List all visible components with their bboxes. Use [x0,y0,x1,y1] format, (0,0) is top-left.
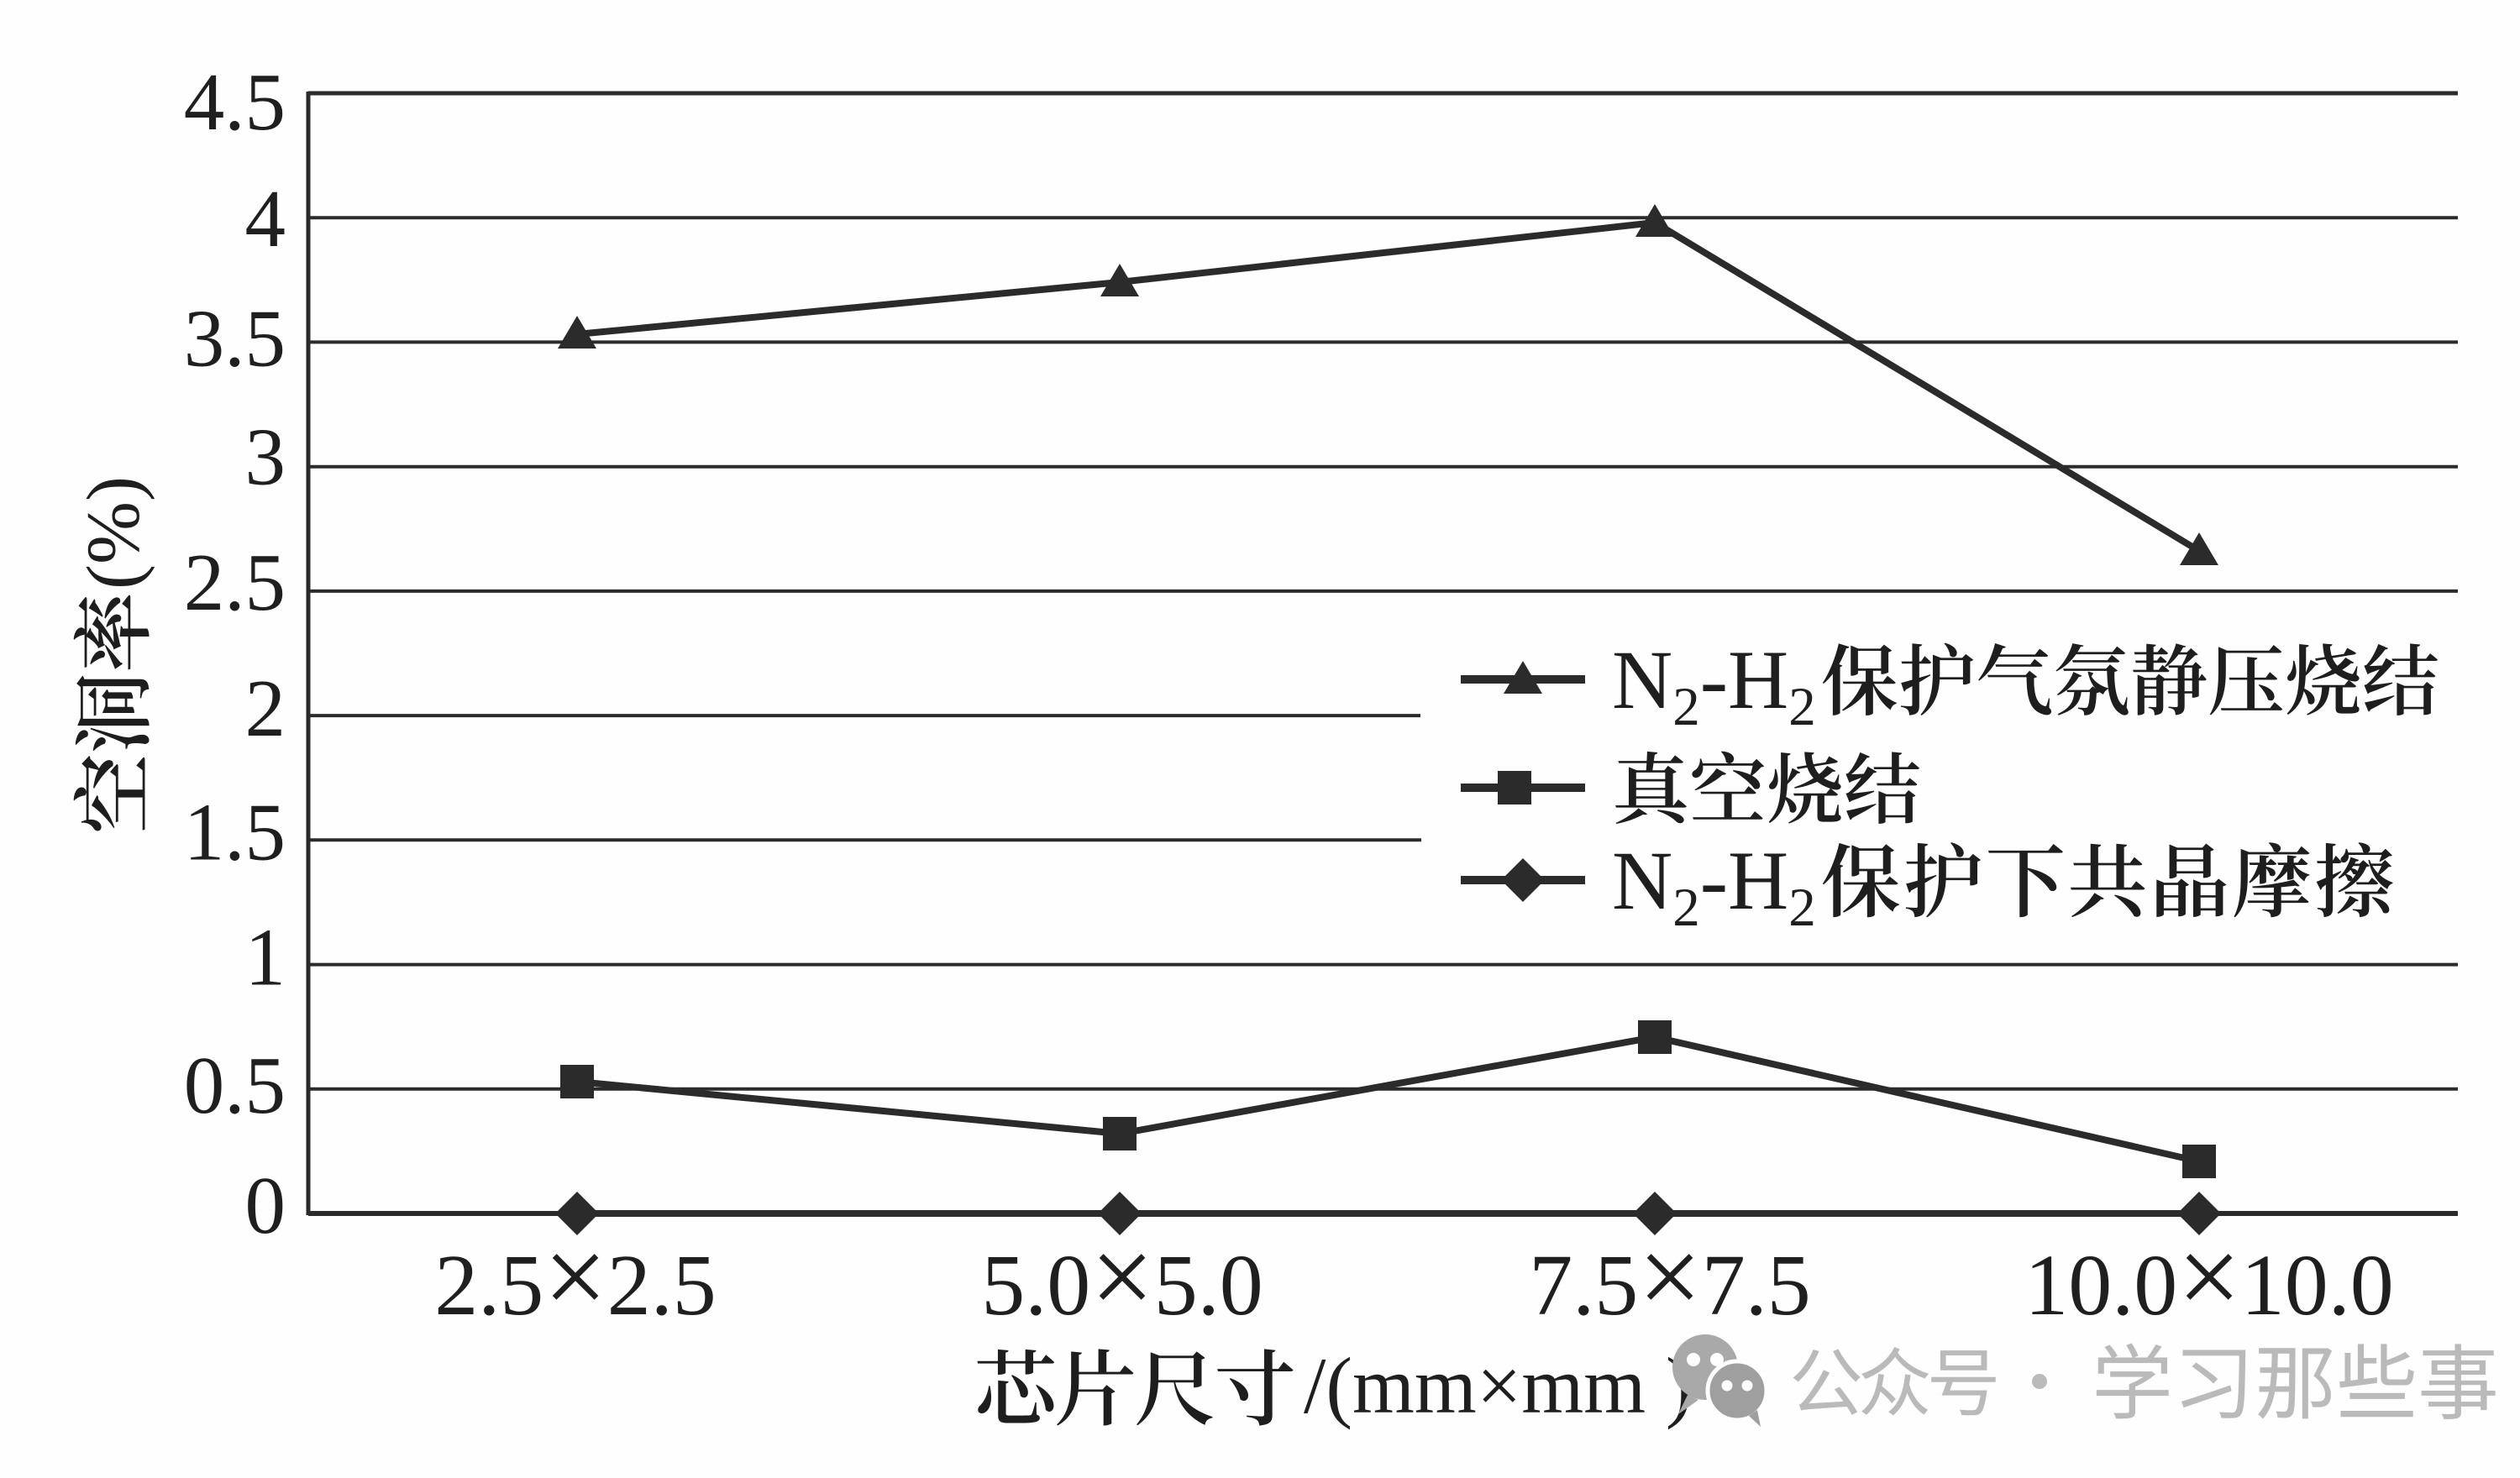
svg-text:(%): (%) [72,476,155,590]
svg-text:/(mm×mm ): /(mm×mm ) [1304,1341,1693,1430]
svg-text:N2-H2: N2-H2 [1612,834,1816,938]
svg-text:3: 3 [245,412,286,502]
svg-text:4: 4 [245,174,286,264]
svg-text:2: 2 [245,663,286,753]
svg-text:2.5: 2.5 [184,537,286,627]
svg-text:3.5: 3.5 [184,293,286,383]
svg-text:1: 1 [245,913,286,1003]
svg-text:1.5: 1.5 [184,787,286,877]
svg-text:4.5: 4.5 [184,57,286,147]
svg-text:0: 0 [245,1161,286,1250]
svg-text:N2-H2: N2-H2 [1612,633,1816,737]
svg-text:0.5: 0.5 [184,1040,286,1130]
